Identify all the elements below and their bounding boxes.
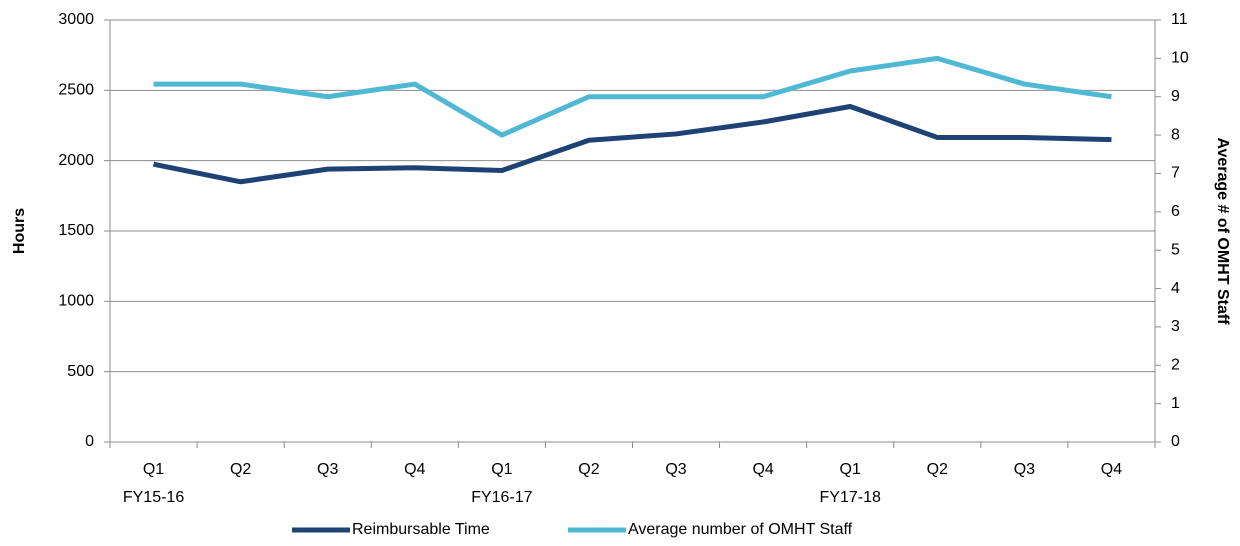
- y-tick-label: 1000: [58, 293, 94, 310]
- x-group-label: FY15-16: [123, 489, 184, 506]
- x-tick-label: Q4: [752, 461, 773, 478]
- y2-tick-label: 1: [1171, 395, 1180, 412]
- series-line: [153, 104, 1112, 185]
- legend-label: Average number of OMHT Staff: [628, 521, 853, 538]
- x-tick-label: Q1: [840, 461, 861, 478]
- x-tick-label: Q4: [404, 461, 425, 478]
- x-tick-label: Q3: [665, 461, 686, 478]
- x-tick-label: Q4: [1101, 461, 1122, 478]
- y2-axis-title: Average # of OMHT Staff: [1214, 138, 1231, 326]
- y2-tick-label: 8: [1171, 126, 1180, 143]
- y-tick-label: 0: [85, 433, 94, 450]
- x-tick-label: Q2: [578, 461, 599, 478]
- legend-label: Reimbursable Time: [352, 521, 490, 538]
- x-group-label: FY17-18: [820, 489, 881, 506]
- y-tick-label: 500: [67, 363, 94, 380]
- y-tick-label: 3000: [58, 11, 94, 28]
- y-axis-title: Hours: [11, 208, 28, 254]
- y2-tick-label: 4: [1171, 280, 1180, 297]
- x-group-label: FY16-17: [471, 489, 532, 506]
- y-tick-label: 2000: [58, 152, 94, 169]
- y2-tick-label: 2: [1171, 356, 1180, 373]
- x-tick-label: Q3: [1014, 461, 1035, 478]
- y2-tick-label: 7: [1171, 165, 1180, 182]
- y2-tick-label: 9: [1171, 88, 1180, 105]
- y2-tick-label: 5: [1171, 241, 1180, 258]
- x-tick-label: Q3: [317, 461, 338, 478]
- y-tick-label: 1500: [58, 222, 94, 239]
- y2-tick-label: 6: [1171, 203, 1180, 220]
- x-tick-label: Q2: [230, 461, 251, 478]
- x-tick-label: Q1: [491, 461, 512, 478]
- y2-tick-label: 10: [1171, 50, 1189, 67]
- series-line: [153, 55, 1112, 138]
- y2-tick-label: 11: [1171, 11, 1188, 28]
- x-tick-label: Q2: [927, 461, 948, 478]
- y-tick-label: 2500: [58, 82, 94, 99]
- y2-tick-label: 0: [1171, 433, 1180, 450]
- x-tick-label: Q1: [143, 461, 164, 478]
- y2-tick-label: 3: [1171, 318, 1180, 335]
